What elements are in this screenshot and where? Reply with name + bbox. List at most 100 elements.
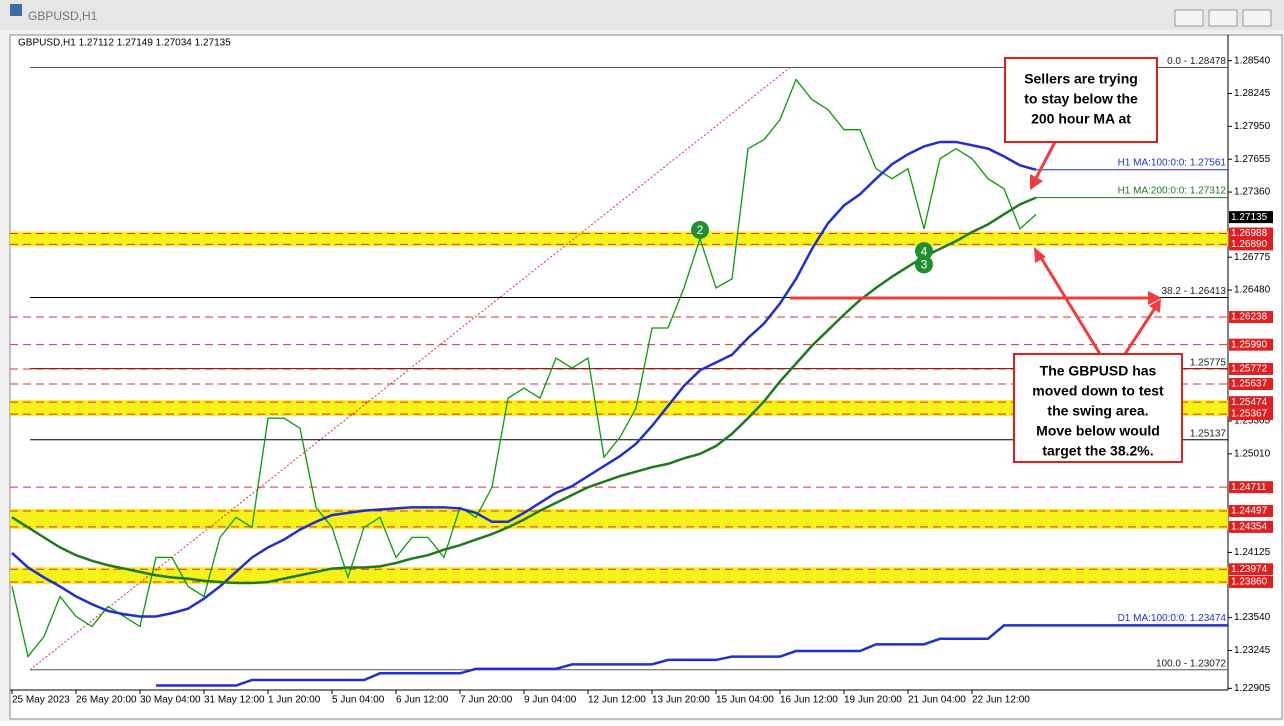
- annotation-text: moved down to test: [1032, 383, 1164, 399]
- title-bar: [0, 0, 1284, 30]
- price-level-label: 1.23860: [1231, 577, 1268, 588]
- price-level-label: 1.25474: [1231, 397, 1268, 408]
- x-tick-label: 13 Jun 20:00: [652, 695, 710, 706]
- x-tick-label: 5 Jun 04:00: [332, 695, 385, 706]
- swing-marker: [915, 242, 933, 261]
- x-tick-label: 1 Jun 20:00: [268, 695, 321, 706]
- annotation-text: 200 hour MA at: [1031, 111, 1131, 127]
- series-line: [11, 78, 1037, 659]
- swing-marker-label: 3: [921, 258, 928, 272]
- annotation-text: The GBPUSD has: [1040, 363, 1157, 379]
- price-level-label: 1.25772: [1231, 364, 1268, 375]
- annotation-box: [1004, 57, 1158, 143]
- zone: [10, 400, 1228, 417]
- x-tick-label: 31 May 12:00: [204, 695, 265, 706]
- y-tick-label: 1.27655: [1234, 154, 1271, 165]
- ma-label: H1 MA:200:0:0: 1.27312: [1118, 185, 1227, 196]
- price-level-box: [1229, 238, 1273, 251]
- price-level-box: [1229, 311, 1273, 324]
- level-label: 1.25775: [1190, 357, 1227, 368]
- annotation-text: to stay below the: [1024, 91, 1138, 107]
- price-level-label: 1.26890: [1231, 239, 1268, 250]
- swing-marker: [915, 255, 933, 274]
- arrow: [1123, 307, 1157, 355]
- window-icon: [10, 4, 22, 16]
- price-level-box: [1229, 396, 1273, 409]
- last-price-box: [1229, 211, 1273, 224]
- price-level-box: [1229, 481, 1273, 494]
- level-label: 38.2 - 1.26413: [1162, 286, 1227, 297]
- x-tick-label: 9 Jun 04:00: [524, 695, 577, 706]
- y-tick-label: 1.24125: [1234, 547, 1271, 558]
- level-label: 100.0 - 1.23072: [1156, 658, 1226, 669]
- arrowhead: [1030, 174, 1043, 190]
- price-level-box: [1229, 504, 1273, 517]
- y-tick-label: 1.25305: [1234, 416, 1271, 427]
- price-level-box: [1229, 362, 1273, 375]
- y-tick-label: 1.23245: [1234, 645, 1271, 656]
- price-level-box: [1229, 227, 1273, 240]
- minimize-button[interactable]: [1174, 9, 1204, 27]
- series-line: [11, 140, 1037, 618]
- y-tick-label: 1.25010: [1234, 448, 1271, 459]
- level-label: 1.25137: [1190, 428, 1227, 439]
- y-tick-label: 1.26775: [1234, 252, 1271, 263]
- y-tick-label: 1.27950: [1234, 121, 1271, 132]
- window-title: GBPUSD,H1: [28, 9, 98, 23]
- series-line: [156, 624, 1036, 687]
- y-tick-label: 1.27360: [1234, 187, 1271, 198]
- price-level-label: 1.26988: [1231, 228, 1268, 239]
- series-line: [11, 196, 1037, 585]
- level-label: 0.0 - 1.28478: [1167, 56, 1226, 67]
- x-tick-label: 6 Jun 12:00: [396, 695, 449, 706]
- x-tick-label: 25 May 2023: [12, 695, 70, 706]
- info-line: GBPUSD,H1 1.27112 1.27149 1.27034 1.2713…: [18, 38, 231, 49]
- annotation-text: Sellers are trying: [1024, 71, 1138, 87]
- maximize-button[interactable]: [1208, 9, 1238, 27]
- arrowhead: [1148, 291, 1162, 305]
- annotation-text: Move below would: [1036, 423, 1160, 439]
- annotations: Sellers are trying to stay below the 200 h…: [790, 57, 1183, 463]
- annotation-text: target the 38.2%.: [1042, 443, 1153, 459]
- price-level-box: [1229, 408, 1273, 421]
- x-tick-label: 30 May 04:00: [140, 695, 201, 706]
- price-level-label: 1.25990: [1231, 339, 1268, 350]
- x-tick-label: 21 Jun 04:00: [908, 695, 966, 706]
- price-level-label: 1.25637: [1231, 379, 1268, 390]
- arrowhead: [1034, 247, 1046, 263]
- price-level-label: 1.26238: [1231, 312, 1268, 323]
- arrow: [1038, 255, 1102, 355]
- x-tick-label: 16 Jun 12:00: [780, 695, 838, 706]
- zone: [10, 508, 1228, 529]
- x-tick-label: 15 Jun 04:00: [716, 695, 774, 706]
- zone: [10, 567, 1228, 584]
- x-tick-label: 26 May 20:00: [76, 695, 137, 706]
- y-tick-label: 1.23540: [1234, 612, 1271, 623]
- swing-marker-label: 4: [921, 244, 928, 258]
- arrow: [1033, 141, 1057, 181]
- swing-marker-label: 2: [697, 223, 704, 237]
- annotation-box: [1013, 353, 1183, 463]
- close-button[interactable]: [1242, 9, 1272, 27]
- price-level-box: [1229, 520, 1273, 533]
- arrowhead: [1149, 299, 1161, 313]
- ma-label: H1 MA:100:0:0: 1.27561: [1118, 157, 1227, 168]
- price-level-label: 1.24497: [1231, 506, 1268, 517]
- price-level-box: [1229, 563, 1273, 576]
- price-level-label: 1.25367: [1231, 409, 1268, 420]
- swing-marker: [691, 220, 709, 239]
- annotation-text: the swing area.: [1047, 403, 1148, 419]
- x-tick-label: 19 Jun 20:00: [844, 695, 902, 706]
- last-price-label: 1.27135: [1231, 212, 1268, 223]
- price-level-box: [1229, 575, 1273, 588]
- price-level-label: 1.24354: [1231, 522, 1268, 533]
- ma-label: D1 MA:100:0:0: 1.23474: [1118, 613, 1227, 624]
- y-tick-label: 1.22905: [1234, 683, 1271, 694]
- price-level-box: [1229, 338, 1273, 351]
- price-level-label: 1.24711: [1231, 482, 1267, 493]
- y-tick-label: 1.26480: [1234, 285, 1271, 296]
- price-level-label: 1.23974: [1231, 564, 1268, 575]
- y-tick-label: 1.28540: [1234, 55, 1271, 66]
- x-tick-label: 7 Jun 20:00: [460, 695, 513, 706]
